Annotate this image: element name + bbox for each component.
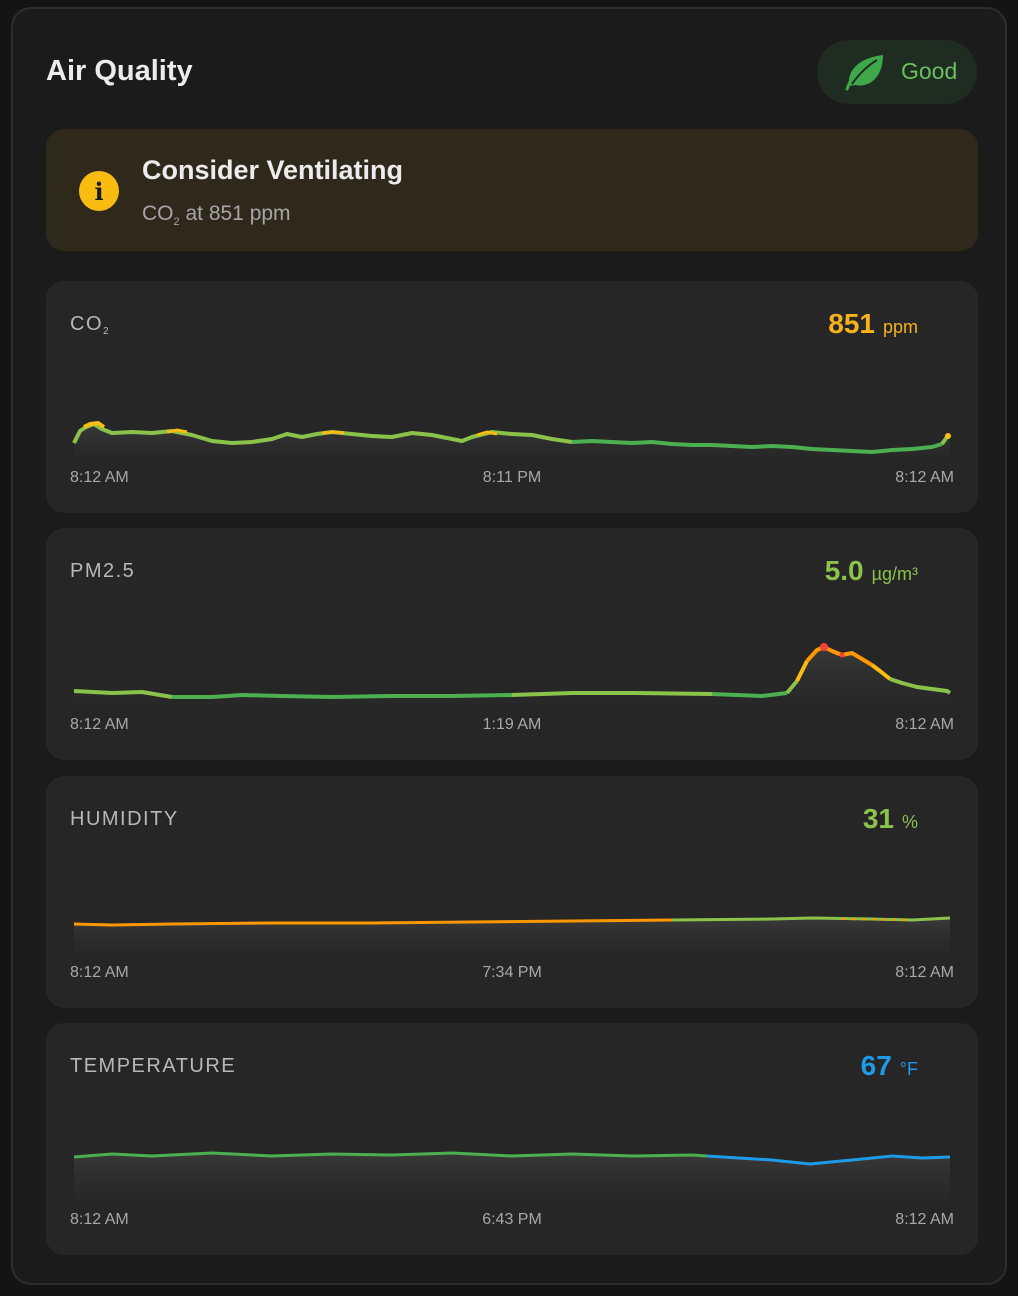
co2-panel[interactable]: CO2 851 ppm 8:12 AM 8:11 PM 8:12 A [46, 281, 978, 513]
pm25-time-mid: 1:19 AM [482, 716, 542, 733]
pm25-sparkline [73, 643, 952, 708]
air-quality-card: Air Quality Good i Consider Ventilating … [11, 7, 1007, 1285]
temperature-time-start: 8:12 AM [70, 1211, 129, 1228]
temperature-sparkline [73, 1151, 951, 1203]
pm25-label: PM2.5 [70, 560, 136, 582]
co2-number: 851 [828, 308, 875, 339]
alert-title: Consider Ventilating [142, 155, 404, 185]
humidity-panel[interactable]: HUMIDITY 31 % 8:12 AM 7:34 PM 8:12 AM [46, 776, 978, 1008]
co2-time-end: 8:12 AM [895, 469, 954, 486]
humidity-time-start: 8:12 AM [70, 964, 129, 981]
alert-sub-suffix: at 851 ppm [185, 202, 291, 225]
pm25-value: 5.0 µg/m³ [825, 555, 918, 587]
temperature-value: 67 °F [861, 1050, 918, 1082]
pm25-unit: µg/m³ [871, 564, 918, 584]
pm25-number: 5.0 [824, 555, 864, 586]
co2-time-start: 8:12 AM [70, 469, 129, 486]
co2-label-sub: 2 [103, 326, 109, 337]
alert-subtitle: CO2 at 851 ppm [142, 202, 291, 228]
humidity-label: HUMIDITY [70, 808, 179, 830]
temperature-number: 67 [860, 1050, 892, 1081]
co2-label: CO2 [70, 313, 109, 337]
co2-sparkline [72, 421, 952, 461]
pm25-time-end: 8:12 AM [895, 716, 954, 733]
humidity-unit: % [901, 812, 918, 832]
humidity-value: 31 % [863, 803, 918, 835]
temperature-panel[interactable]: TEMPERATURE 67 °F 8:12 AM 6:43 PM 8:12 A… [46, 1023, 978, 1255]
alert-sub-subscript: 2 [173, 216, 180, 229]
alert-sub-prefix: CO [142, 202, 174, 225]
temperature-label: TEMPERATURE [70, 1055, 237, 1077]
co2-value: 851 ppm [828, 308, 918, 340]
humidity-time-mid: 7:34 PM [482, 964, 542, 981]
temperature-time-end: 8:12 AM [895, 1211, 954, 1228]
info-icon: i [79, 171, 119, 211]
pm25-time-start: 8:12 AM [70, 716, 129, 733]
humidity-number: 31 [862, 803, 894, 834]
humidity-time-end: 8:12 AM [895, 964, 954, 981]
temperature-time-mid: 6:43 PM [482, 1211, 542, 1228]
ventilation-alert[interactable]: i Consider Ventilating CO2 at 851 ppm [46, 129, 978, 251]
co2-unit: ppm [882, 317, 918, 337]
humidity-sparkline [73, 916, 951, 956]
co2-time-mid: 8:11 PM [482, 469, 542, 486]
status-badge[interactable]: Good [817, 40, 977, 104]
temperature-unit: °F [899, 1059, 918, 1079]
status-label: Good [901, 58, 958, 84]
leaf-icon [845, 55, 883, 91]
pm25-panel[interactable]: PM2.5 5.0 µg/m³ 8:12 AM 1:19 AM 8:12 AM [46, 528, 978, 760]
co2-label-text: CO [70, 313, 103, 335]
card-title: Air Quality [46, 55, 193, 87]
